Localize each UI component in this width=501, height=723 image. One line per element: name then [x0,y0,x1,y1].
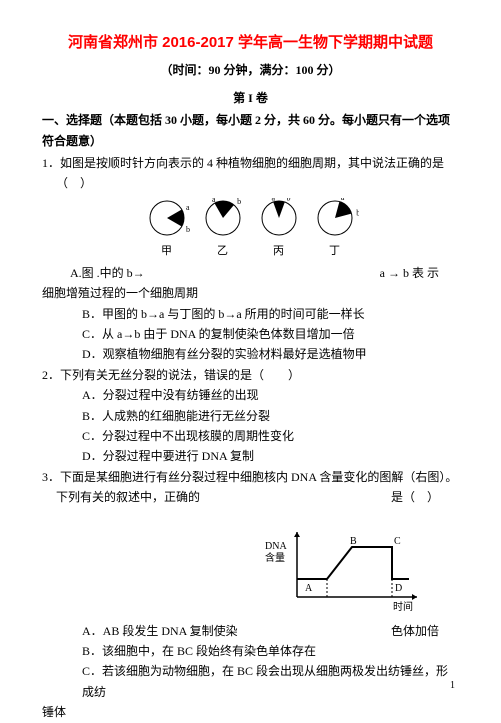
q1-optB: B．甲图的 b→a 与丁图的 b→a 所用的时间可能一样长 [42,304,459,324]
q3-optC: C．若该细胞为动物细胞，在 BC 段会出现从细胞两极发出纺锤丝，形成纺 [42,661,459,702]
svg-text:B: B [350,536,357,547]
svg-text:DNA: DNA [265,541,287,552]
svg-text:b: b [186,225,190,234]
svg-text:b: b [356,208,359,217]
q3-chart-row: A B C D DNA含量时间 [42,512,429,617]
svg-text:A: A [305,583,313,594]
pie-label-yi: 乙 [199,242,247,261]
q3-optA-left: A．AB 段发生 DNA 复制使染 [42,621,238,641]
section-1-head: 一、选择题（本题包括 30 小题，每小题 2 分，共 60 分。每小题只有一个选… [42,110,459,151]
q1-optA-split: A.图 .中的 b→ a → b 表 示 [42,263,459,283]
svg-text:时间: 时间 [393,600,413,613]
svg-text:D: D [395,583,402,594]
q2-optA: A．分裂过程中没有纺锤丝的出现 [42,385,459,405]
pie-label-bing: 丙 [255,242,303,261]
q1-paren: （ ） [42,173,459,193]
svg-text:C: C [394,536,401,547]
q3-line1: 3．下面是某细胞进行有丝分裂过程中细胞核内 DNA 含量变化的图解（右图）。 [42,467,459,487]
q3-optA-split: A．AB 段发生 DNA 复制使染 色体加倍 [42,621,459,641]
q1-line1: 1．如图是按顺时针方向表示的 4 种植物细胞的细胞周期，其中说法正确的是 [42,153,459,173]
svg-text:b: b [286,198,290,202]
page-number: 1 [450,677,455,694]
q3-optA-right: 色体加倍 [391,621,439,641]
q2-optB: B．人成熟的红细胞能进行无丝分裂 [42,406,459,426]
svg-text:a: a [340,198,344,202]
pie-label-ding: 丁 [311,242,359,261]
q2-head: 2．下列有关无丝分裂的说法，错误的是（ ） [42,365,459,385]
q2-optD: D．分裂过程中要进行 DNA 复制 [42,446,459,466]
pie-yi: a b 乙 [199,198,247,261]
q2-optC: C．分裂过程中不出现核膜的周期性变化 [42,426,459,446]
q1-optA-left: A.图 .中的 b→ [42,263,145,283]
q1-extra: 细胞增殖过程的一个细胞周期 [42,283,459,303]
q3-optB: B．该细胞中，在 BC 段始终有染色单体存在 [42,641,459,661]
pie-label-jia: 甲 [143,242,191,261]
dna-chart: A B C D DNA含量时间 [259,512,429,617]
q3-line2-right: 是（ ） [391,487,439,507]
svg-text:b: b [237,198,241,206]
svg-text:含量: 含量 [265,551,285,564]
q3-line2-split: 下列有关的叙述中，正确的 是（ ） [42,487,459,507]
pie-bing: a b 丙 [255,198,303,261]
q3-optC-cont: 锤体 [42,702,459,722]
svg-text:a: a [271,198,275,202]
pie-ding: a b 丁 [311,198,359,261]
q1-optC: C．从 a→b 由于 DNA 的复制使染色体数目增加一倍 [42,324,459,344]
q1-optA-right: a → b 表 示 [380,263,439,283]
q1-figure-row: a b 甲 a b 乙 a b 丙 a b 丁 [42,198,459,261]
juan-label: 第 I 卷 [42,88,459,108]
svg-text:a: a [186,203,190,212]
q1-optD: D．观察植物细胞有丝分裂的实验材料最好是选植物甲 [42,344,459,364]
exam-subtitle: （时间：90 分钟，满分：100 分） [42,60,459,80]
q3-line2-left: 下列有关的叙述中，正确的 [42,487,200,507]
svg-text:a: a [212,198,216,204]
page-title: 河南省郑州市 2016-2017 学年高一生物下学期期中试题 [42,30,459,56]
pie-jia: a b 甲 [143,198,191,261]
